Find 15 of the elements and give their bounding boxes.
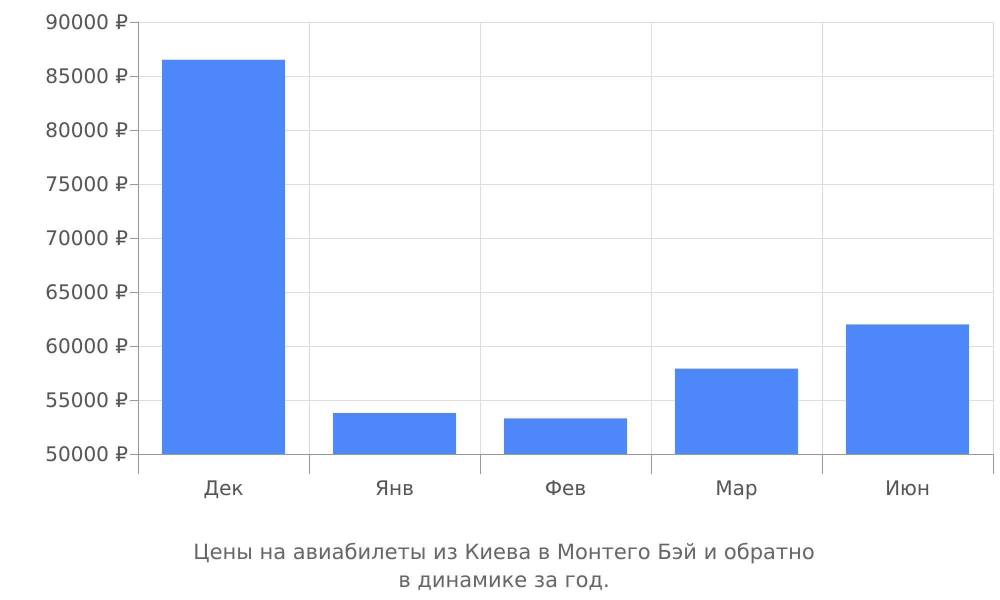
x-tick-label: Фев bbox=[544, 476, 586, 500]
x-tick-label: Июн bbox=[885, 476, 930, 500]
y-tick-label: 65000 ₽ bbox=[45, 280, 128, 304]
y-tick-label: 85000 ₽ bbox=[45, 64, 128, 88]
text: Цены на авиабилеты из Киева в Монтего Бэй и обратно в динамике за год. bbox=[193, 540, 815, 592]
y-tick-label: 80000 ₽ bbox=[45, 118, 128, 142]
y-tick-label: 50000 ₽ bbox=[45, 442, 128, 466]
x-tick-label: Мар bbox=[715, 476, 758, 500]
x-tick-label: Янв bbox=[375, 476, 414, 500]
y-tick-label: 70000 ₽ bbox=[45, 226, 128, 250]
y-tick-label: 90000 ₽ bbox=[45, 10, 128, 34]
x-tick-label: Дек bbox=[203, 476, 244, 500]
y-tick-label: 60000 ₽ bbox=[45, 334, 128, 358]
y-tick-label: 75000 ₽ bbox=[45, 172, 128, 196]
y-tick-label: 55000 ₽ bbox=[45, 388, 128, 412]
